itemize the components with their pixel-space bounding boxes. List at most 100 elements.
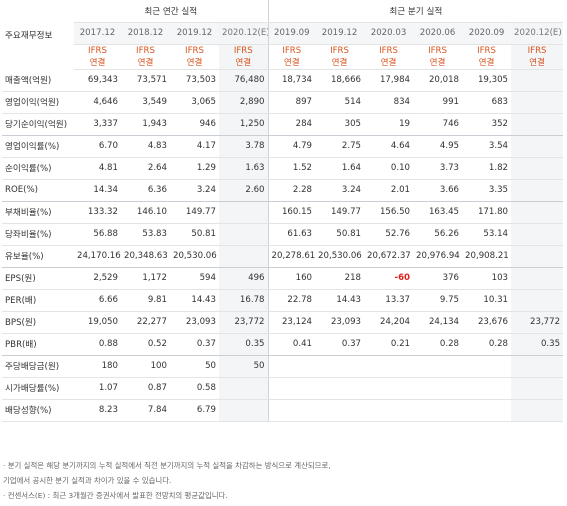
value-cell: 2.60 bbox=[219, 179, 269, 202]
value-cell bbox=[511, 267, 564, 290]
value-cell: 20,672.37 bbox=[364, 245, 414, 268]
value-cell: 1.82 bbox=[462, 157, 512, 180]
ifrs-badge: IFRS 연결 bbox=[74, 44, 121, 70]
value-cell: 0.21 bbox=[364, 333, 414, 356]
value-cell: 6.36 bbox=[121, 179, 170, 202]
period-header: 2020.03 bbox=[364, 22, 414, 45]
ifrs-badge: IFRS 연결 bbox=[462, 44, 512, 70]
value-cell: 2.64 bbox=[121, 157, 170, 180]
value-cell: 4.64 bbox=[364, 135, 414, 158]
value-cell: 1.64 bbox=[315, 157, 365, 180]
value-cell: 20,348.63 bbox=[121, 245, 170, 268]
value-cell bbox=[364, 355, 414, 378]
value-cell: 56.26 bbox=[413, 223, 463, 246]
value-cell: 50.81 bbox=[315, 223, 365, 246]
value-cell bbox=[364, 377, 414, 400]
value-cell: 180 bbox=[74, 355, 121, 378]
period-header: 2019.12 bbox=[315, 22, 365, 45]
consolidated-label: 연결 bbox=[478, 57, 495, 68]
row-label: PER(배) bbox=[2, 289, 74, 312]
value-cell: 61.63 bbox=[267, 223, 316, 246]
value-cell: 22,277 bbox=[121, 311, 170, 334]
value-cell: 218 bbox=[315, 267, 365, 290]
period-header: 2020.09 bbox=[462, 22, 512, 45]
value-cell: 171.80 bbox=[462, 201, 512, 224]
value-cell bbox=[511, 113, 564, 136]
value-cell: 24,134 bbox=[413, 311, 463, 334]
value-cell: 146.10 bbox=[121, 201, 170, 224]
value-cell bbox=[315, 355, 365, 378]
value-cell: 0.41 bbox=[267, 333, 316, 356]
ifrs-label: IFRS bbox=[136, 45, 155, 56]
value-cell: 2.28 bbox=[267, 179, 316, 202]
value-cell: 17,984 bbox=[364, 69, 414, 92]
value-cell: 53.14 bbox=[462, 223, 512, 246]
value-cell: 22.78 bbox=[267, 289, 316, 312]
value-cell: 7.84 bbox=[121, 399, 170, 422]
consolidated-label: 연결 bbox=[186, 57, 203, 68]
row-label: PBR(배) bbox=[2, 333, 74, 356]
value-cell bbox=[267, 355, 316, 378]
ifrs-label: IFRS bbox=[185, 45, 204, 56]
period-header: 2020.12(E) bbox=[219, 22, 269, 45]
quarter-group-title: 최근 분기 실적 bbox=[267, 0, 564, 23]
value-cell: 23,124 bbox=[267, 311, 316, 334]
row-label: 부채비율(%) bbox=[2, 201, 74, 224]
value-cell: 1.52 bbox=[267, 157, 316, 180]
value-cell: 4.81 bbox=[74, 157, 121, 180]
value-cell: 24,170.16 bbox=[74, 245, 121, 268]
value-cell: 6.66 bbox=[74, 289, 121, 312]
value-cell bbox=[511, 179, 564, 202]
value-cell: 683 bbox=[462, 91, 512, 114]
table-label-header: 주요재무정보 bbox=[5, 30, 53, 41]
value-cell: 0.87 bbox=[121, 377, 170, 400]
table-row: 당기순이익(억원) 3,337 1,943 946 1,250 284 305 19 746 35… bbox=[2, 113, 564, 136]
value-cell: 3,549 bbox=[121, 91, 170, 114]
value-cell bbox=[413, 355, 463, 378]
table-row: 배당성향(%) 8.23 7.84 6.79 bbox=[2, 399, 564, 422]
value-cell bbox=[364, 399, 414, 422]
value-cell: 6.70 bbox=[74, 135, 121, 158]
value-cell: -60 bbox=[364, 267, 414, 290]
row-label: 순이익률(%) bbox=[2, 157, 74, 180]
consolidated-label: 연결 bbox=[283, 57, 300, 68]
value-cell: 4.17 bbox=[170, 135, 219, 158]
value-cell: 4.79 bbox=[267, 135, 316, 158]
value-cell: 50.81 bbox=[170, 223, 219, 246]
table-row: 영업이익(억원) 4,646 3,549 3,065 2,890 897 514 834 991… bbox=[2, 91, 564, 114]
ifrs-label: IFRS bbox=[88, 45, 107, 56]
consolidated-label: 연결 bbox=[429, 57, 446, 68]
row-label: 당기순이익(억원) bbox=[2, 113, 74, 136]
row-label: EPS(원) bbox=[2, 267, 74, 290]
value-cell: 4.95 bbox=[413, 135, 463, 158]
value-cell: 2,529 bbox=[74, 267, 121, 290]
period-header: 2020.06 bbox=[413, 22, 463, 45]
value-cell: 14.43 bbox=[170, 289, 219, 312]
ifrs-header-row: IFRS 연결 IFRS 연결 IFRS 연결 IFRS 연결 IFRS 연결 IFRS 연결 IFRS… bbox=[2, 44, 564, 70]
value-cell: 0.52 bbox=[121, 333, 170, 356]
table-row: PER(배) 6.66 9.81 14.43 16.78 22.78 14.43 13.37 9… bbox=[2, 289, 564, 312]
value-cell: 2.01 bbox=[364, 179, 414, 202]
value-cell: 3.24 bbox=[170, 179, 219, 202]
value-cell: 4.83 bbox=[121, 135, 170, 158]
value-cell: 69,343 bbox=[74, 69, 121, 92]
row-label: ROE(%) bbox=[2, 179, 74, 202]
value-cell: 1.07 bbox=[74, 377, 121, 400]
value-cell: 23,093 bbox=[315, 311, 365, 334]
value-cell: 52.76 bbox=[364, 223, 414, 246]
ifrs-badge: IFRS 연결 bbox=[170, 44, 219, 70]
value-cell: 160.15 bbox=[267, 201, 316, 224]
value-cell: 376 bbox=[413, 267, 463, 290]
value-cell bbox=[315, 399, 365, 422]
value-cell: 991 bbox=[413, 91, 463, 114]
value-cell bbox=[511, 245, 564, 268]
financial-table: 주요재무정보 최근 연간 실적 최근 분기 실적 2017.12 2018.12 2… bbox=[2, 0, 564, 422]
row-label: 영업이익(억원) bbox=[2, 91, 74, 114]
period-header: 2017.12 bbox=[74, 22, 121, 45]
consolidated-label: 연결 bbox=[235, 57, 252, 68]
value-cell: 3.78 bbox=[219, 135, 269, 158]
value-cell: 3.24 bbox=[315, 179, 365, 202]
value-cell bbox=[315, 377, 365, 400]
value-cell: 1,172 bbox=[121, 267, 170, 290]
ifrs-label: IFRS bbox=[379, 45, 398, 56]
